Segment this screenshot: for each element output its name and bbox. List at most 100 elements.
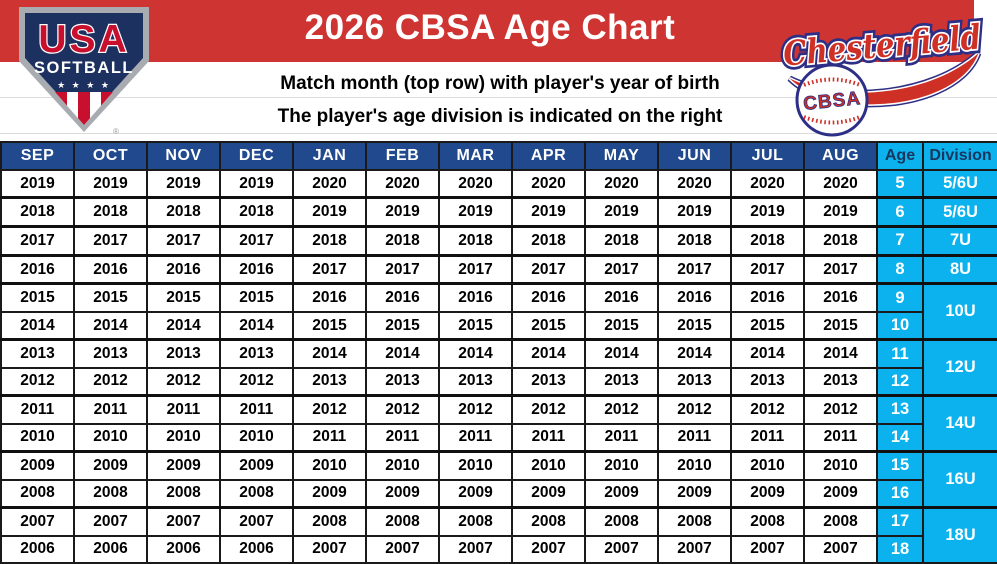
age-table-body: 2019 2019 2019 2019 2020 2020 2020 2020 2020 2020… — [0, 169, 997, 564]
year-cell: 2017 — [730, 253, 805, 285]
year-cell: 2019 — [292, 196, 367, 228]
year-cell: 2018 — [146, 196, 221, 228]
year-cell: 2018 — [73, 196, 148, 228]
year-cell: 2007 — [219, 506, 294, 537]
year-cell: 2014 — [219, 310, 294, 341]
year-cell: 2019 — [730, 196, 805, 228]
age-cell: 17 — [876, 506, 924, 537]
month-header: NOV — [146, 141, 221, 171]
gridline — [0, 133, 997, 134]
chesterfield-script: Chesterfield Chesterfield — [777, 13, 987, 79]
division-cell: 8U — [922, 253, 997, 285]
age-chart-table: SEP OCT NOV DEC JAN FEB MAR APR MAY JUN JUL AUG Age D… — [0, 141, 997, 564]
year-cell: 2016 — [365, 282, 440, 313]
table-row: 2007 2007 2007 2007 2008 2008 2008 2008 2008 2008… — [0, 506, 997, 564]
month-header: MAY — [584, 141, 659, 171]
year-cell: 2010 — [584, 450, 659, 481]
year-cell: 2010 — [146, 422, 221, 453]
year-cell: 2013 — [730, 366, 805, 397]
table-row: 2006 2006 2006 2006 2007 2007 2007 2007 2007 2007… — [0, 534, 997, 564]
year-cell: 2017 — [584, 253, 659, 285]
registered-mark: ® — [113, 127, 119, 136]
month-header: AUG — [803, 141, 878, 171]
division-cell: 5/6U — [922, 196, 997, 228]
year-cell: 2009 — [73, 450, 148, 481]
year-cell: 2012 — [365, 394, 440, 425]
year-cell: 2019 — [803, 196, 878, 228]
year-cell: 2006 — [0, 534, 75, 564]
year-cell: 2011 — [292, 422, 367, 453]
division-cell: 12U — [922, 338, 997, 397]
subtitle-line-1: Match month (top row) with player's year… — [280, 73, 720, 94]
month-header: JUN — [657, 141, 732, 171]
year-cell: 2014 — [657, 338, 732, 369]
year-cell: 2008 — [146, 478, 221, 509]
year-cell: 2012 — [803, 394, 878, 425]
year-cell: 2016 — [584, 282, 659, 313]
year-cell: 2014 — [0, 310, 75, 341]
year-cell: 2014 — [730, 338, 805, 369]
year-cell: 2015 — [292, 310, 367, 341]
subtitle-line-2: The player's age division is indicated o… — [277, 106, 723, 127]
year-cell: 2015 — [219, 282, 294, 313]
year-cell: 2015 — [584, 310, 659, 341]
stars-row-icon: ★ ★ ★ ★ — [57, 80, 111, 90]
year-cell: 2016 — [803, 282, 878, 313]
year-cell: 2014 — [365, 338, 440, 369]
year-cell: 2013 — [584, 366, 659, 397]
year-cell: 2020 — [292, 169, 367, 199]
division-cell: 10U — [922, 282, 997, 341]
year-cell: 2011 — [584, 422, 659, 453]
year-cell: 2013 — [0, 338, 75, 369]
year-cell: 2013 — [657, 366, 732, 397]
year-cell: 2020 — [365, 169, 440, 199]
year-cell: 2011 — [438, 422, 513, 453]
gridline — [0, 97, 997, 98]
year-cell: 2008 — [511, 506, 586, 537]
year-cell: 2012 — [511, 394, 586, 425]
year-cell: 2010 — [0, 422, 75, 453]
year-cell: 2020 — [730, 169, 805, 199]
year-cell: 2013 — [365, 366, 440, 397]
year-cell: 2018 — [219, 196, 294, 228]
age-cell: 12 — [876, 366, 924, 397]
year-cell: 2008 — [584, 506, 659, 537]
year-cell: 2006 — [219, 534, 294, 564]
year-cell: 2016 — [146, 253, 221, 285]
year-cell: 2015 — [73, 282, 148, 313]
year-cell: 2010 — [73, 422, 148, 453]
year-cell: 2019 — [584, 196, 659, 228]
year-cell: 2015 — [803, 310, 878, 341]
year-cell: 2011 — [0, 394, 75, 425]
year-cell: 2017 — [438, 253, 513, 285]
year-cell: 2018 — [365, 225, 440, 257]
year-cell: 2014 — [438, 338, 513, 369]
year-cell: 2020 — [584, 169, 659, 199]
year-cell: 2014 — [146, 310, 221, 341]
year-cell: 2007 — [657, 534, 732, 564]
year-cell: 2013 — [511, 366, 586, 397]
division-cell: 5/6U — [922, 169, 997, 199]
table-row: 2012 2012 2012 2012 2013 2013 2013 2013 2013 2013… — [0, 366, 997, 397]
page-title: 2026 CBSA Age Chart — [304, 8, 676, 47]
baseball-seam-top — [803, 77, 861, 87]
year-cell: 2018 — [511, 225, 586, 257]
year-cell: 2007 — [365, 534, 440, 564]
year-cell: 2013 — [146, 338, 221, 369]
month-header: OCT — [73, 141, 148, 171]
year-cell: 2016 — [730, 282, 805, 313]
year-cell: 2013 — [292, 366, 367, 397]
baseball-icon: CBSA — [795, 63, 869, 137]
year-cell: 2018 — [584, 225, 659, 257]
year-cell: 2009 — [584, 478, 659, 509]
year-cell: 2012 — [0, 366, 75, 397]
year-cell: 2015 — [0, 282, 75, 313]
division-cell: 7U — [922, 225, 997, 257]
year-cell: 2007 — [584, 534, 659, 564]
year-cell: 2018 — [657, 225, 732, 257]
year-cell: 2015 — [511, 310, 586, 341]
year-cell: 2017 — [365, 253, 440, 285]
year-cell: 2017 — [657, 253, 732, 285]
table-row: 2019 2019 2019 2019 2020 2020 2020 2020 2020 2020… — [0, 169, 997, 199]
baseball-seam-bottom — [803, 115, 861, 125]
